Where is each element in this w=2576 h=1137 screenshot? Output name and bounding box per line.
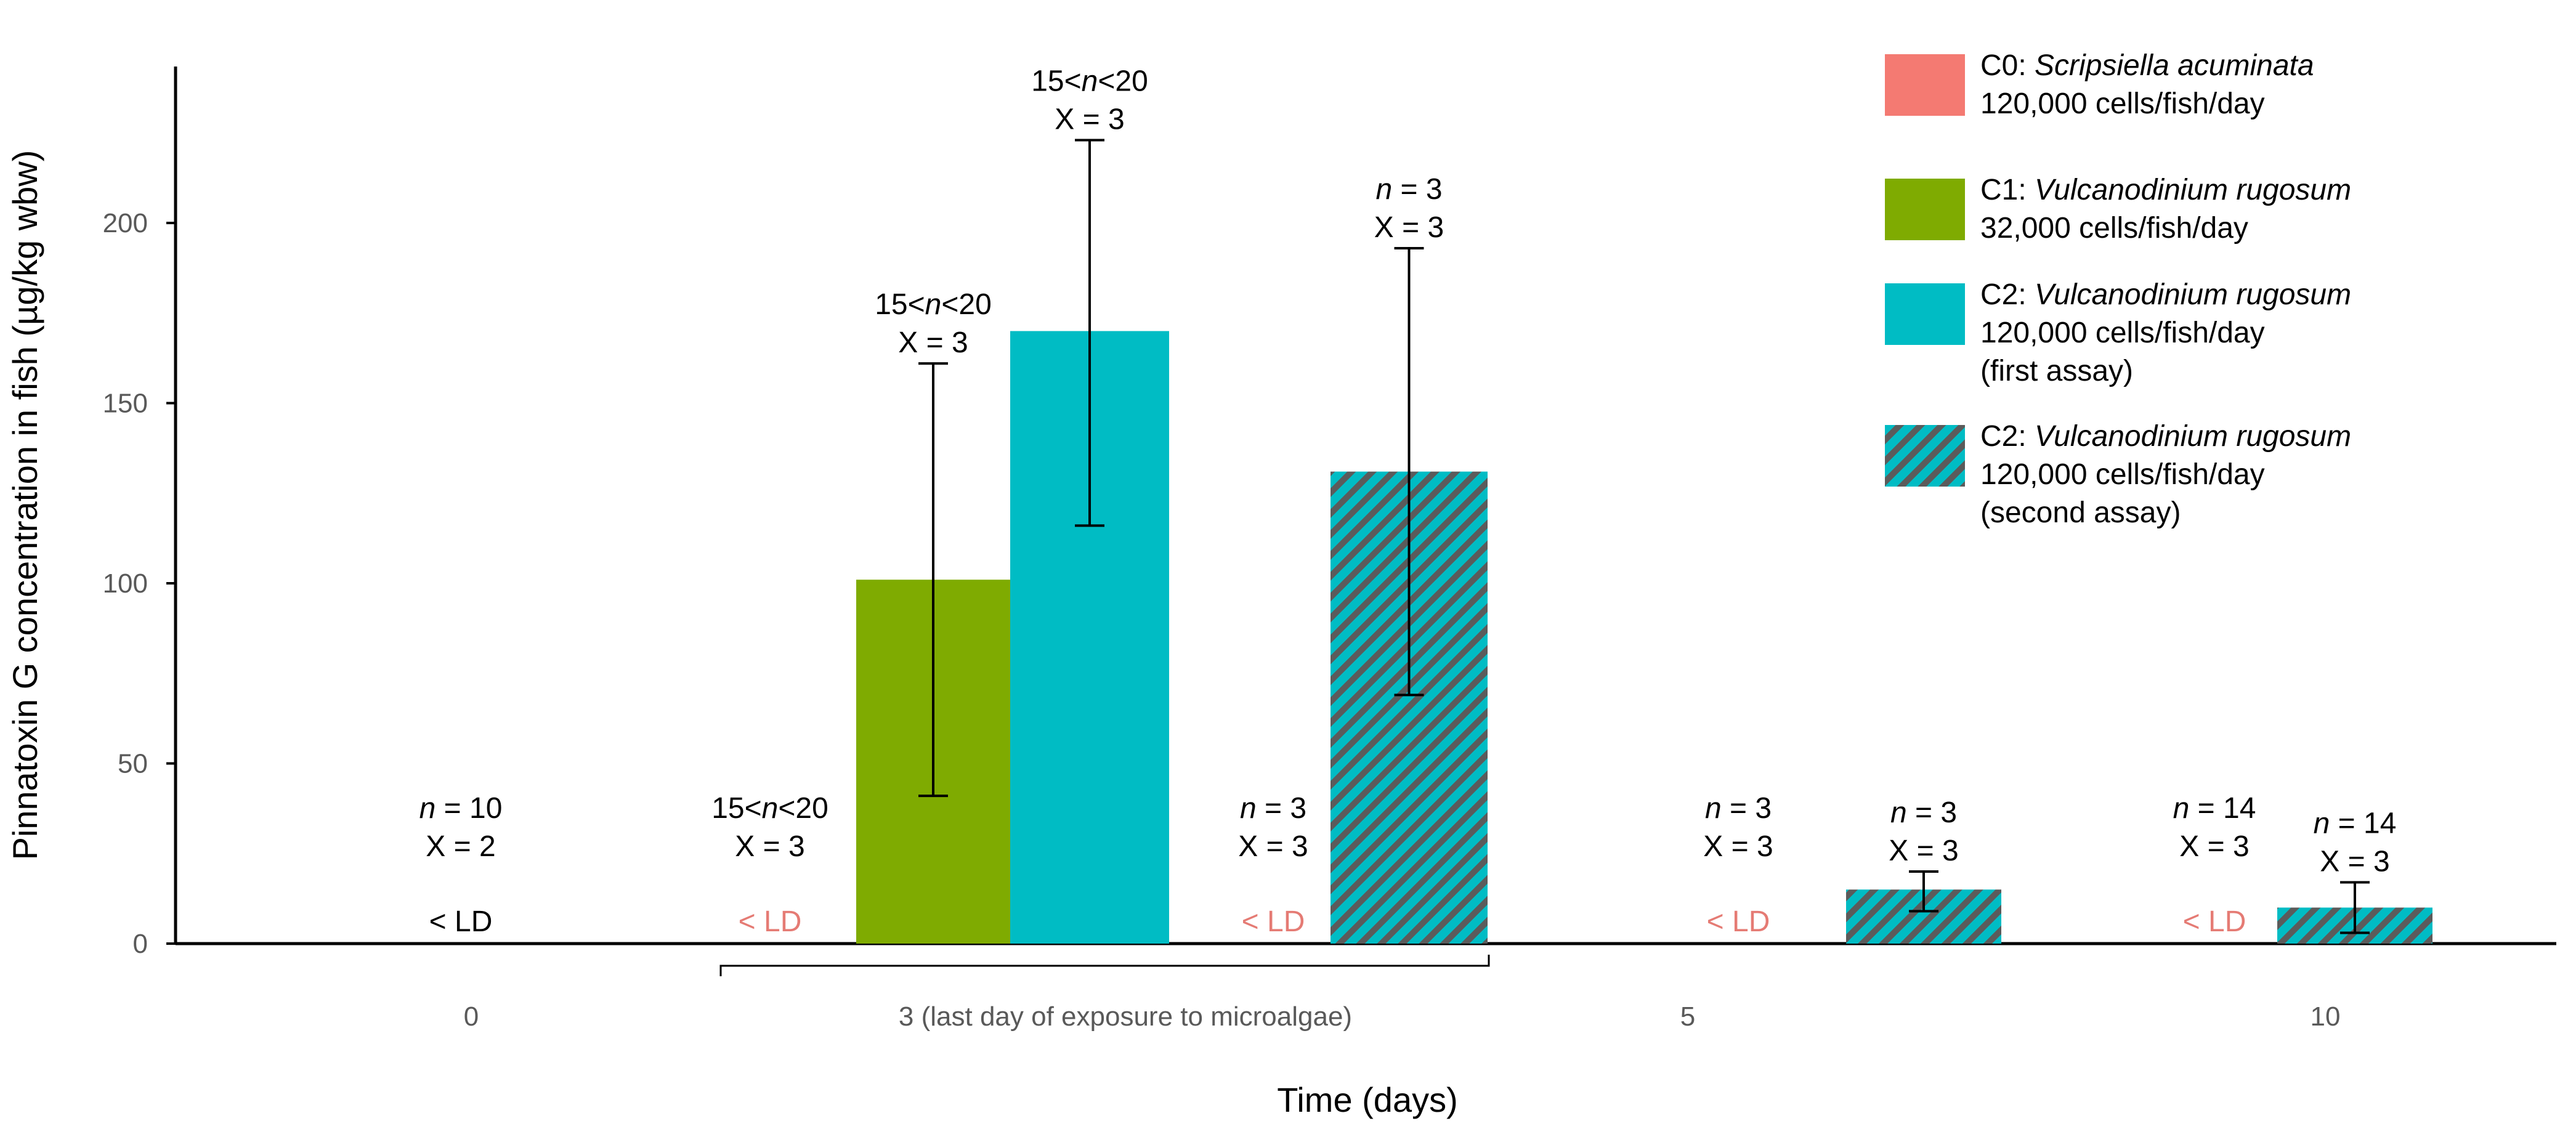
legend-swatch-C2b [1885, 425, 1965, 487]
bar-annotations: 15<n<20 X = 3 15<n<20 X = 3 n = 3 X = 3 n = 3 X… [419, 65, 2397, 878]
legend-label-C0: C0: Scripsiella acuminata [1980, 49, 2314, 82]
below-detection-label: < LD [2183, 905, 2246, 938]
legend-note-C2b: (second assay) [1980, 496, 2181, 529]
legend-swatch-C0 [1885, 54, 1965, 116]
n-label: 15<n<20 [1031, 65, 1148, 97]
y-axis-title: Pinnatoxin G concentration in fish (µg/k… [6, 150, 44, 860]
below-detection-label: < LD [1707, 905, 1770, 938]
y-tick-label: 100 [103, 568, 148, 599]
x-count-label: X = 3 [2320, 846, 2389, 878]
legend: C0: Scripsiella acuminata 120,000 cells/f… [1885, 49, 2351, 529]
x-tick-label-5: 5 [1680, 1001, 1695, 1032]
legend-note-C2a: (first assay) [1980, 355, 2133, 387]
n-label: n = 3 [1375, 173, 1442, 206]
y-ticks: 0 50 100 150 200 [103, 208, 176, 959]
legend-label-C2a: C2: Vulcanodinium rugosum [1980, 278, 2351, 311]
legend-dose-C1: 32,000 cells/fish/day [1980, 212, 2248, 245]
below-detection-label: < LD [739, 905, 802, 938]
y-tick-label: 200 [103, 208, 148, 238]
n-label: n = 14 [2173, 792, 2256, 825]
n-label: 15<n<20 [711, 792, 828, 825]
x-axis-title: Time (days) [1277, 1080, 1458, 1119]
legend-label-C1: C1: Vulcanodinium rugosum [1980, 174, 2351, 206]
y-axis: 0 50 100 150 200 [103, 67, 177, 959]
day3-group-bracket [719, 955, 1490, 976]
n-label: n = 14 [2314, 807, 2397, 840]
n-label: n = 10 [419, 792, 503, 825]
x-count-label: X = 3 [735, 830, 804, 863]
legend-dose-C2a: 120,000 cells/fish/day [1980, 317, 2265, 349]
below-detection-labels: < LD < LD < LD < LD < LD [429, 905, 2246, 938]
x-tick-label-0: 0 [464, 1001, 479, 1032]
x-tick-label-10: 10 [2311, 1001, 2341, 1032]
below-detection-label: < LD [1242, 905, 1305, 938]
error-bars [918, 139, 2370, 934]
x-count-label: X = 3 [1703, 830, 1773, 863]
x-axis: 0 3 (last day of exposure to microalgae)… [176, 942, 2556, 1032]
legend-dose-C0: 120,000 cells/fish/day [1980, 87, 2265, 120]
x-count-label: X = 2 [426, 830, 495, 863]
x-count-label: X = 3 [1238, 830, 1308, 863]
below-detection-label: < LD [429, 905, 493, 938]
n-label: n = 3 [1890, 796, 1957, 829]
x-tick-label-3: 3 (last day of exposure to microalgae) [899, 1001, 1352, 1032]
n-label: n = 3 [1240, 792, 1306, 825]
y-tick-label: 50 [118, 749, 148, 779]
y-tick-label: 150 [103, 389, 148, 419]
x-count-label: X = 3 [1055, 103, 1124, 136]
y-tick-label: 0 [133, 929, 148, 959]
legend-dose-C2b: 120,000 cells/fish/day [1980, 458, 2265, 491]
legend-label-C2b: C2: Vulcanodinium rugosum [1980, 420, 2351, 453]
n-label: 15<n<20 [875, 288, 992, 321]
legend-swatch-C1 [1885, 179, 1965, 240]
n-label: n = 3 [1705, 792, 1772, 825]
legend-swatch-C2a [1885, 283, 1965, 345]
x-count-label: X = 3 [1374, 211, 1444, 244]
x-count-label: X = 3 [1889, 835, 1958, 867]
x-count-label: X = 3 [898, 326, 968, 359]
x-count-label: X = 3 [2179, 830, 2249, 863]
